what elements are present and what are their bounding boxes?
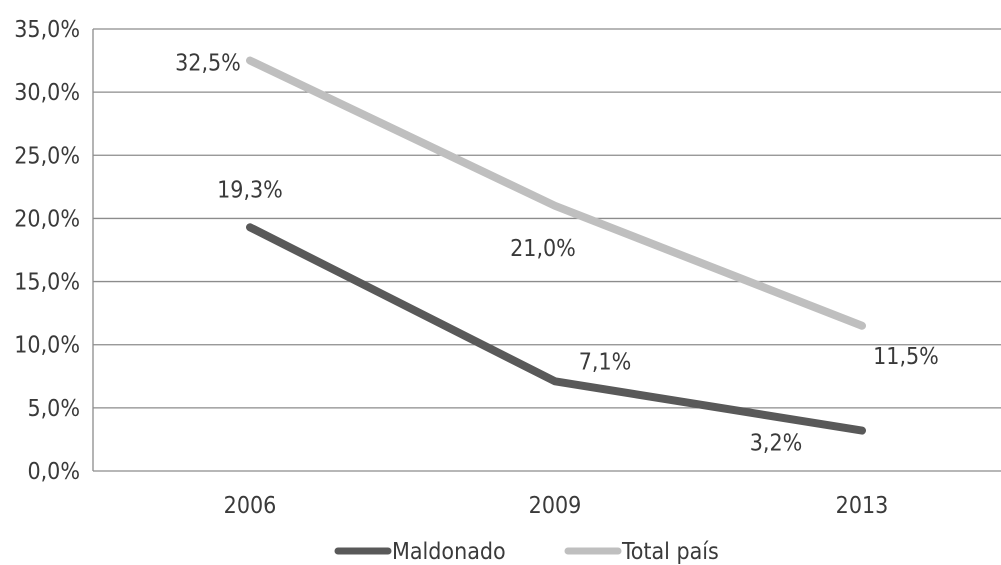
data-label: 32,5%	[175, 51, 241, 77]
x-tick-label: 2009	[529, 493, 582, 519]
data-label: 19,3%	[217, 177, 283, 203]
data-label: 7,1%	[579, 349, 632, 375]
series-layer	[246, 56, 866, 435]
data-label: 3,2%	[750, 431, 803, 457]
y-tick-label: 30,0%	[14, 80, 80, 106]
y-tick-label: 35,0%	[14, 17, 80, 43]
series-line-total-país	[246, 56, 866, 330]
legend: Maldonado Total país	[334, 539, 719, 565]
y-tick-label: 10,0%	[14, 333, 80, 359]
y-tick-label: 0,0%	[27, 459, 80, 485]
y-tick-label: 5,0%	[27, 396, 80, 422]
legend-label: Total país	[621, 539, 719, 565]
y-tick-label: 25,0%	[14, 143, 80, 169]
data-label-layer: 19,3% 7,1% 3,2% 32,5% 21,0% 11,5%	[175, 51, 939, 457]
data-label: 21,0%	[510, 236, 576, 262]
axis-layer: 0,0% 5,0% 10,0% 15,0% 20,0% 25,0% 30,0% 35,0% 20…	[14, 17, 888, 519]
x-tick-label: 2006	[224, 493, 277, 519]
data-label: 11,5%	[873, 344, 939, 370]
x-tick-label: 2013	[836, 493, 889, 519]
y-tick-label: 20,0%	[14, 206, 80, 232]
y-tick-label: 15,0%	[14, 270, 80, 296]
legend-label: Maldonado	[392, 539, 506, 565]
grid-layer	[93, 28, 1001, 472]
